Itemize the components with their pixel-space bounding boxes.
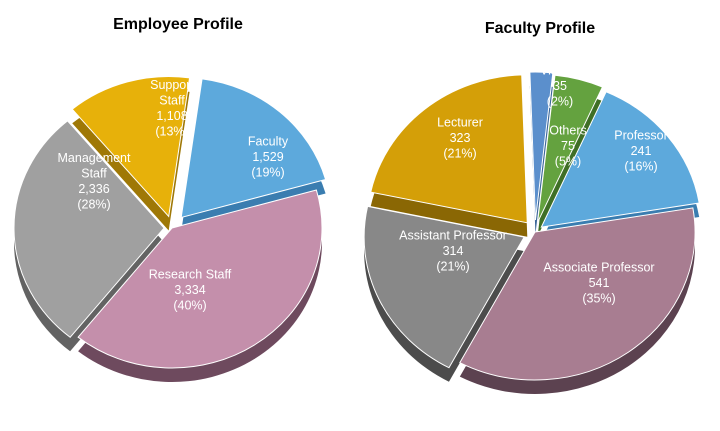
- slice-management-staff: [13, 120, 165, 338]
- slice-support-staff: [71, 75, 191, 218]
- chart-title-faculty-profile: Faculty Profile: [485, 20, 595, 37]
- slice-label-others: Others 75 (5%): [549, 124, 587, 169]
- slice-label-visiting: Visiting 35 (2%): [540, 64, 580, 109]
- chart-title-employee-profile: Employee Profile: [113, 16, 243, 33]
- faculty-profile-chart: Faculty Profile Professor 241 (16%) Associa…: [363, 20, 700, 394]
- slice-label-research-staff: Research Staff 3,334 (40%): [149, 268, 232, 313]
- slice-associate-professor: [459, 207, 696, 381]
- slice-professor: [540, 91, 700, 228]
- slice-label-management-staff: Management Staff 2,336 (28%): [58, 151, 131, 212]
- slice-label-faculty: Faculty 1,529 (19%): [248, 135, 289, 180]
- slice-assistant-professor: [363, 205, 525, 369]
- slice-label-lecturer: Lecturer 323 (21%): [437, 116, 483, 161]
- slice-label-associate-professor: Associate Professor 541 (35%): [543, 261, 654, 306]
- employee-profile-chart: Employee Profile Faculty 1,529 (19%) Resear…: [13, 16, 327, 383]
- slice-lecturer: [370, 74, 528, 224]
- slice-label-assistant-professor: Assistant Professor 314 (21%): [399, 229, 507, 274]
- slice-research-staff: [77, 189, 323, 369]
- slice-others: [537, 74, 604, 223]
- slice-label-professor: Professor 241 (16%): [614, 129, 668, 174]
- slice-visiting: [529, 71, 554, 221]
- slice-label-support-staff: Support Staff 1,108 (13%): [150, 78, 194, 139]
- slice-faculty: [180, 78, 327, 219]
